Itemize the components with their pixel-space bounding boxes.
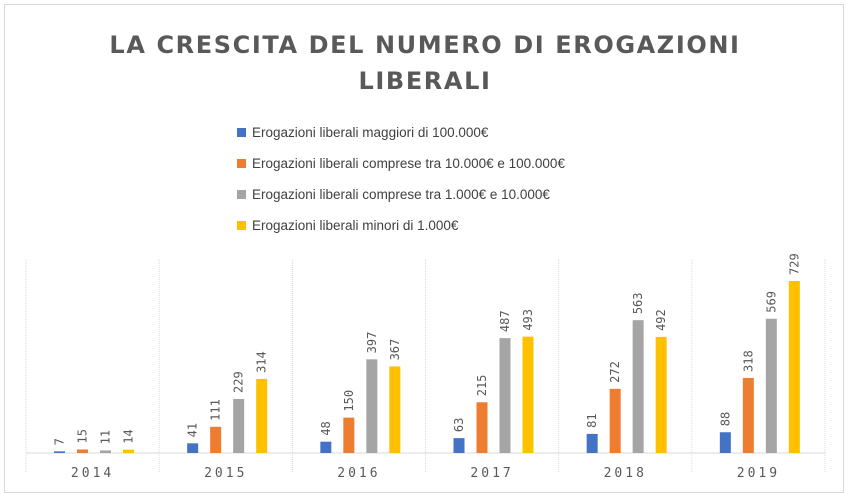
- data-label: 318: [741, 350, 755, 372]
- bar: [320, 441, 332, 453]
- data-label: 563: [631, 292, 645, 314]
- data-label: 7: [53, 438, 67, 445]
- bar: [366, 359, 378, 453]
- x-tick-label: 2014: [71, 466, 114, 481]
- legend-swatch: [237, 190, 246, 199]
- legend-label: Erogazioni liberali comprese tra 10.000€…: [252, 156, 565, 171]
- legend-label: Erogazioni liberali maggiori di 100.000€: [252, 125, 489, 140]
- bar: [499, 338, 511, 453]
- chart-title: LA CRESCITA DEL NUMERO DI EROGAZIONI LIB…: [5, 27, 845, 99]
- legend-swatch: [237, 159, 246, 168]
- x-tick-label: 2018: [604, 466, 647, 481]
- data-label: 729: [787, 253, 801, 275]
- bar: [765, 318, 777, 453]
- data-label: 492: [654, 309, 668, 331]
- data-label: 272: [608, 361, 622, 383]
- chart-title-line-1: LA CRESCITA DEL NUMERO DI EROGAZIONI: [109, 31, 741, 59]
- data-label: 493: [521, 309, 535, 331]
- legend-item: Erogazioni liberali maggiori di 100.000€: [237, 117, 565, 148]
- data-label: 81: [585, 413, 599, 427]
- legend-item: Erogazioni liberali comprese tra 10.000€…: [237, 148, 565, 179]
- data-label: 15: [76, 429, 90, 443]
- legend-swatch: [237, 221, 246, 230]
- bar: [719, 432, 731, 453]
- data-label: 48: [319, 421, 333, 435]
- data-label: 314: [255, 351, 269, 373]
- chart-frame: LA CRESCITA DEL NUMERO DI EROGAZIONI LIB…: [4, 4, 844, 493]
- bar: [453, 438, 465, 453]
- bar: [742, 377, 754, 453]
- bar: [210, 426, 222, 453]
- x-tick-label: 2019: [737, 466, 780, 481]
- bar: [256, 378, 268, 453]
- legend-swatch: [237, 128, 246, 137]
- legend: Erogazioni liberali maggiori di 100.000€…: [237, 117, 565, 241]
- bar: [632, 320, 644, 453]
- data-label: 569: [764, 291, 778, 313]
- x-tick-label: 2016: [337, 466, 380, 481]
- bar: [100, 450, 111, 453]
- data-label: 150: [342, 390, 356, 412]
- bar: [54, 451, 65, 453]
- legend-item: Erogazioni liberali minori di 1.000€: [237, 210, 565, 241]
- bar: [522, 336, 534, 453]
- data-label: 215: [475, 375, 489, 397]
- data-label: 487: [498, 310, 512, 332]
- data-label: 367: [388, 339, 402, 361]
- bar: [788, 281, 800, 453]
- plot-area: 2014 7 15 11 14 2015 41 111 229 314 2016 48 150 397 36…: [25, 253, 826, 481]
- bar: [586, 433, 598, 453]
- chart-title-line-2: LIBERALI: [358, 67, 492, 95]
- bar: [77, 449, 88, 453]
- data-label: 111: [209, 399, 223, 421]
- legend-item: Erogazioni liberali comprese tra 1.000€ …: [237, 179, 565, 210]
- data-label: 63: [452, 418, 466, 432]
- data-label: 397: [365, 332, 379, 354]
- data-label: 41: [186, 423, 200, 437]
- data-label: 11: [99, 430, 113, 444]
- bar: [655, 336, 667, 453]
- x-tick-label: 2017: [470, 466, 513, 481]
- bar: [123, 449, 134, 453]
- data-label: 229: [232, 371, 246, 393]
- data-label: 14: [122, 429, 136, 443]
- bar: [343, 417, 355, 453]
- x-tick-label: 2015: [204, 466, 247, 481]
- bar: [187, 443, 199, 453]
- bar: [476, 402, 488, 453]
- legend-label: Erogazioni liberali comprese tra 1.000€ …: [252, 187, 550, 202]
- bar: [609, 388, 621, 453]
- bar: [389, 366, 401, 453]
- bar: [233, 398, 245, 453]
- data-label: 88: [718, 412, 732, 426]
- legend-label: Erogazioni liberali minori di 1.000€: [252, 218, 459, 233]
